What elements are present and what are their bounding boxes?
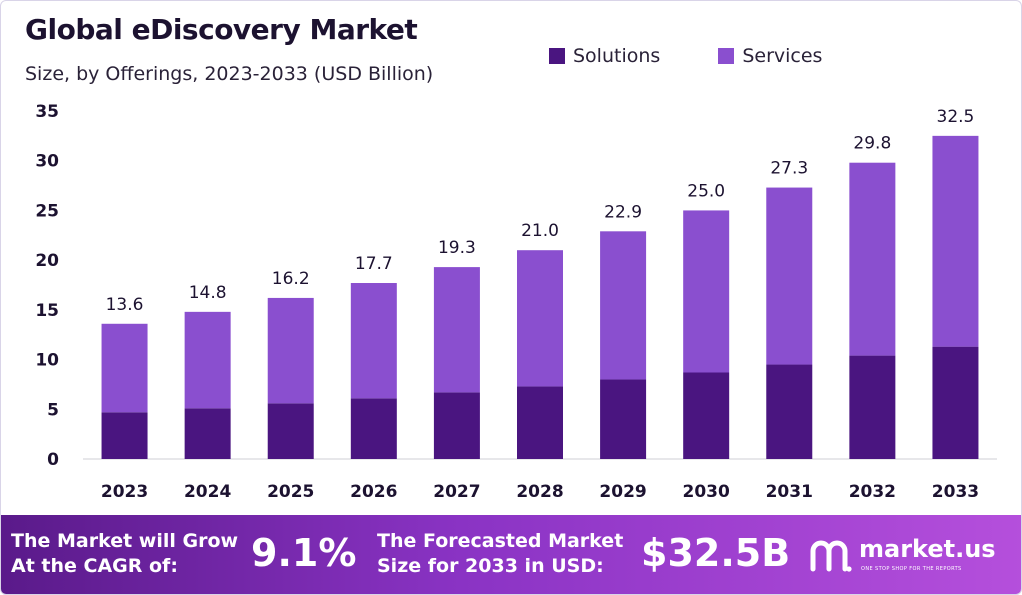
x-tick-label-2029: 2029 [599,482,646,502]
x-tick-label-2027: 2027 [433,482,480,502]
data-label-total-2025: 16.2 [272,269,310,289]
y-tick-label: 35 [35,102,59,122]
data-label-total-2033: 32.5 [937,107,975,127]
chart-subtitle: Size, by Offerings, 2023-2033 (USD Billi… [25,63,434,85]
bar-solutions-2030 [683,372,730,459]
market-us-logo-icon [810,540,852,572]
bar-services-2024 [184,311,231,409]
x-tick-label-2025: 2025 [267,482,314,502]
data-label-total-2031: 27.3 [770,159,808,179]
bar-services-2027 [433,267,480,393]
bar-solutions-2029 [600,379,647,459]
bar-solutions-2024 [184,408,231,459]
brand-tagline: ONE STOP SHOP FOR THE REPORTS [861,566,962,572]
brand-logo: market.us ONE STOP SHOP FOR THE REPORTS [809,533,1009,583]
bar-services-2030 [683,210,730,373]
bar-solutions-2028 [517,386,563,459]
bar-chart: 0510152025303513.6202314.8202416.2202517… [35,102,997,502]
forecast-caption-line2: Size for 2033 in USD: [377,555,604,577]
bar-services-2026 [350,283,397,399]
bar-solutions-2031 [766,364,813,459]
x-tick-label-2028: 2028 [516,482,563,502]
x-tick-label-2026: 2026 [350,482,397,502]
data-label-total-2024: 14.8 [189,283,227,303]
data-label-total-2023: 13.6 [106,295,144,315]
chart-title: Global eDiscovery Market [25,13,418,46]
bar-solutions-2027 [433,392,480,459]
data-label-total-2032: 29.8 [853,134,891,154]
legend-label-services: Services [742,45,823,67]
data-label-total-2030: 25.0 [687,181,725,201]
bar-services-2031 [766,187,813,365]
data-label-total-2026: 17.7 [355,254,393,274]
x-tick-label-2032: 2032 [849,482,896,502]
data-label-total-2028: 21.0 [521,221,559,241]
y-tick-label: 20 [35,251,59,271]
bar-services-2033 [932,135,979,347]
legend-swatch-services [718,48,735,64]
cagr-value: 9.1% [251,531,357,575]
y-tick-label: 15 [35,301,59,321]
cagr-caption: The Market will Grow At the CAGR of: [11,529,238,579]
x-tick-label-2033: 2033 [932,482,979,502]
footer-banner: The Market will Grow At the CAGR of: 9.1… [1,515,1021,594]
legend-swatch-solutions [549,48,565,64]
legend-label-solutions: Solutions [573,45,661,67]
chart-legend: Solutions Services [549,45,822,67]
forecast-caption-line1: The Forecasted Market [377,530,624,552]
y-tick-label: 0 [47,450,59,470]
data-label-total-2029: 22.9 [604,202,642,222]
x-tick-label-2024: 2024 [184,482,231,502]
x-tick-label-2031: 2031 [766,482,813,502]
bar-services-2029 [600,231,647,380]
bar-services-2032 [849,162,896,356]
y-tick-label: 30 [35,152,59,172]
bar-solutions-2033 [932,346,979,459]
x-tick-label-2023: 2023 [101,482,148,502]
forecast-caption: The Forecasted Market Size for 2033 in U… [377,529,623,579]
legend-item-solutions: Solutions [549,45,660,67]
brand-name: market.us [859,535,996,563]
cagr-caption-line1: The Market will Grow [11,530,239,552]
bar-solutions-2026 [350,398,397,459]
legend-item-services: Services [718,45,822,67]
y-tick-label: 10 [35,351,59,371]
y-tick-label: 5 [47,400,59,420]
bar-solutions-2025 [267,403,314,459]
y-tick-label: 25 [35,201,59,221]
bar-solutions-2023 [101,412,148,459]
forecast-value: $32.5B [641,531,791,575]
cagr-caption-line2: At the CAGR of: [11,555,178,577]
bar-services-2028 [517,250,563,387]
bar-solutions-2032 [849,355,896,459]
data-label-total-2027: 19.3 [438,238,476,258]
x-tick-label-2030: 2030 [683,482,730,502]
bar-services-2025 [267,297,314,404]
bar-services-2023 [101,323,148,413]
